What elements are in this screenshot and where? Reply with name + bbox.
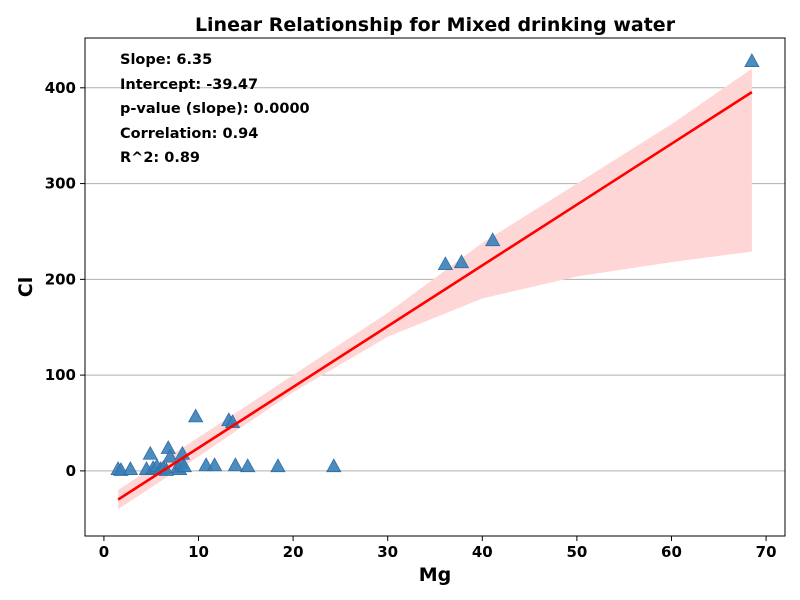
x-tick-label-30: 30 <box>377 543 398 561</box>
regression-line-layer <box>117 91 753 501</box>
data-point-2 <box>122 461 139 475</box>
y-tick-label-0: 0 <box>66 462 76 480</box>
data-point-17 <box>187 408 204 423</box>
data-point-29 <box>744 53 760 67</box>
x-tick-label-60: 60 <box>661 543 682 561</box>
annotation-correlation: Correlation: 0.94 <box>120 126 258 142</box>
data-point-10 <box>160 440 176 454</box>
x-tick-label-70: 70 <box>756 543 777 561</box>
data-point-11 <box>162 448 178 463</box>
data-point-23 <box>240 458 256 473</box>
annotation-slope: Slope: 6.35 <box>120 52 212 68</box>
data-point-25 <box>326 458 342 473</box>
y-tick-label-400: 400 <box>45 79 76 97</box>
data-point-28 <box>485 232 501 247</box>
data-point-27 <box>453 254 470 269</box>
regression-line <box>117 91 753 501</box>
y-tick-label-200: 200 <box>45 270 76 288</box>
x-tick-label-10: 10 <box>188 543 209 561</box>
x-axis-label: Mg <box>419 564 452 586</box>
chart-title: Linear Relationship for Mixed drinking w… <box>195 14 676 36</box>
data-point-16 <box>176 458 193 473</box>
data-point-4 <box>142 445 158 460</box>
data-point-19 <box>206 457 223 472</box>
x-tick-label-0: 0 <box>99 543 109 561</box>
x-tick-label-50: 50 <box>566 543 587 561</box>
tick-layer: 0 10 20 30 40 50 60 70 0 100 200 300 400 <box>45 79 777 561</box>
y-axis-label: Cl <box>15 277 37 297</box>
data-point-24 <box>270 458 286 473</box>
annotation-intercept: Intercept: -39.47 <box>120 77 258 93</box>
axes-layer <box>84 37 786 537</box>
data-point-22 <box>227 457 244 472</box>
stats-annotations: Slope: 6.35 Intercept: -39.47 p-value (s… <box>120 52 310 166</box>
plot-frame <box>84 37 786 537</box>
y-tick-label-100: 100 <box>45 366 76 384</box>
x-tick-label-40: 40 <box>472 543 493 561</box>
y-tick-label-300: 300 <box>45 175 76 193</box>
data-point-26 <box>437 256 454 271</box>
x-tick-label-20: 20 <box>283 543 304 561</box>
data-points-layer <box>110 53 760 476</box>
annotation-r-squared: R^2: 0.89 <box>120 150 200 166</box>
annotation-p-value: p-value (slope): 0.0000 <box>120 101 310 117</box>
